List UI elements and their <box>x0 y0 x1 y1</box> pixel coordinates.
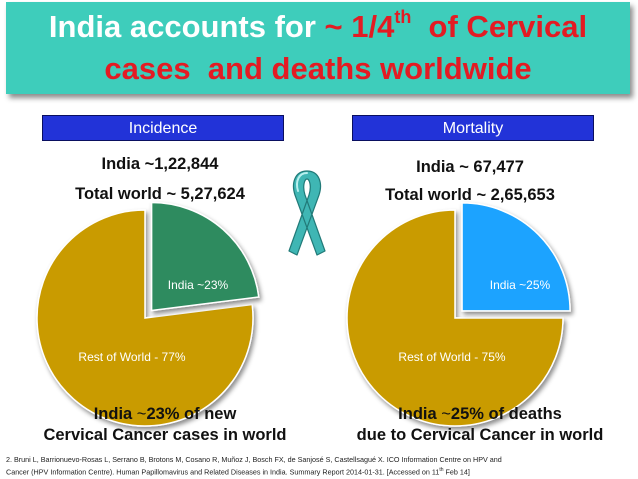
mortality-india-count: India ~ 67,477 <box>416 158 524 176</box>
mortality-header: Mortality <box>352 115 594 141</box>
incidence-india-slice <box>150 201 260 312</box>
incidence-rest-of-world-label: Rest of World - 77% <box>78 350 185 364</box>
mortality-rest-of-world-slice <box>346 209 564 427</box>
mortality-rest-of-world-label: Rest of World - 75% <box>398 350 505 364</box>
title-line-2: cases and deaths worldwide <box>104 51 532 86</box>
incidence-india-slice-label: India ~23% <box>168 278 229 292</box>
title-banner: India accounts for ~ 1/4th of Cervical c… <box>6 2 630 94</box>
incidence-india-count: India ~1,22,844 <box>101 155 219 173</box>
incidence-rest-of-world-slice <box>36 209 254 427</box>
title-line-1: India accounts for ~ 1/4th of Cervical <box>6 6 630 48</box>
title-text: India accounts for <box>48 9 325 44</box>
mortality-world-count: Total world ~ 2,65,653 <box>385 186 555 204</box>
incidence-world-count: Total world ~ 5,27,624 <box>75 185 245 203</box>
incidence-header: Incidence <box>42 115 284 141</box>
mortality-india-slice-label: India ~25% <box>490 278 551 292</box>
awareness-ribbon-icon <box>288 170 326 256</box>
mortality-caption: India ~25% of deaths due to Cervical Can… <box>356 405 604 444</box>
reference-footnote: 2. Bruni L, Barrionuevo-Rosas L, Serrano… <box>6 455 502 477</box>
title-text-end: of Cervical <box>411 9 588 44</box>
mortality-india-slice <box>461 202 571 312</box>
title-fraction: ~ 1/4th <box>324 7 412 44</box>
incidence-caption: India ~23% of new Cervical Cancer cases … <box>43 405 287 444</box>
